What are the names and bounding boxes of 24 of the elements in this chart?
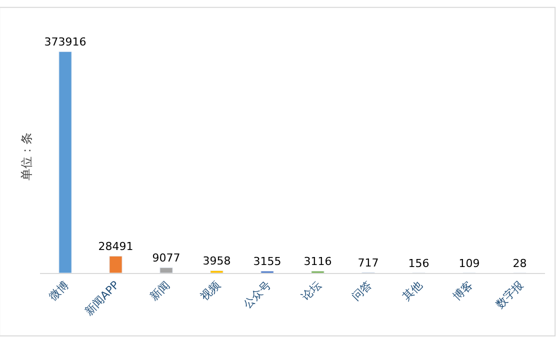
data-label: 109 (458, 256, 480, 270)
data-label: 717 (358, 256, 379, 270)
data-label: 3116 (304, 255, 332, 268)
x-tick-label: 视频 (198, 278, 223, 304)
bar (210, 270, 224, 273)
data-label: 28 (512, 256, 527, 270)
x-tick-label: 其他 (400, 278, 425, 304)
x-tick-label: 公众号 (240, 278, 274, 312)
x-tick-label: 博客 (450, 278, 476, 304)
y-axis-title: 单位：条 (19, 132, 34, 180)
data-label: 3958 (202, 254, 231, 268)
x-tick-label: 新闻 (148, 278, 172, 304)
data-label: 373916 (44, 36, 86, 49)
data-label: 156 (408, 256, 430, 270)
x-tick-label: 数字报 (493, 278, 526, 312)
x-tick-label: 微博 (46, 278, 72, 304)
bar (58, 51, 72, 273)
data-label: 28491 (98, 240, 134, 254)
data-label: 9077 (152, 252, 180, 265)
x-tick-label: 论坛 (299, 278, 324, 304)
bar (109, 256, 122, 273)
x-tick-label: 问答 (350, 278, 374, 304)
data-label: 3155 (253, 255, 282, 268)
bar (160, 267, 173, 273)
